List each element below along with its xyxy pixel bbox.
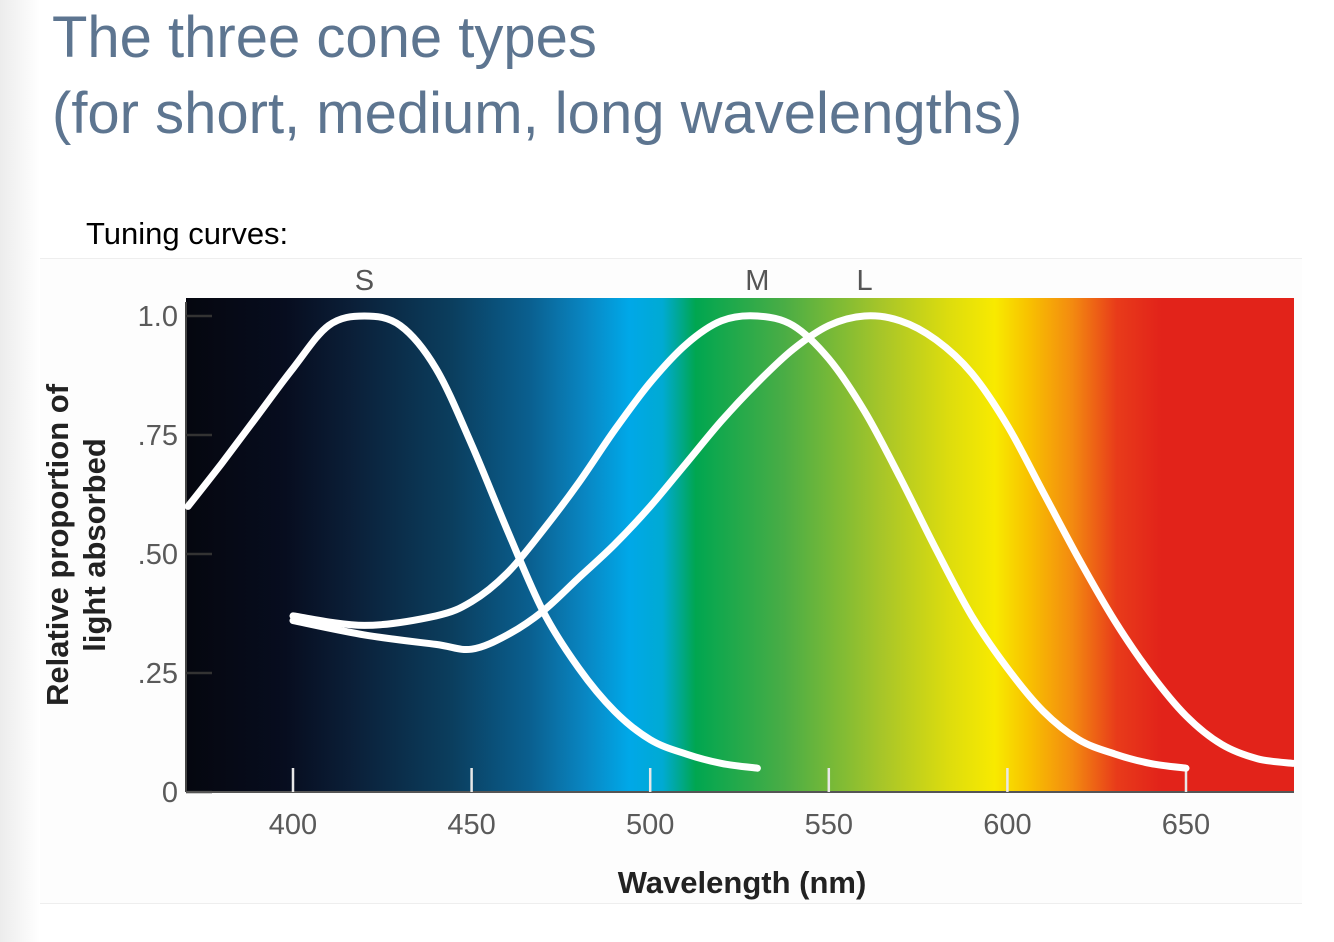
curve-label-m: M [745, 265, 769, 297]
tuning-curves-label: Tuning curves: [86, 216, 289, 251]
y-tick-label: .50 [138, 539, 178, 571]
curve-label-l: L [856, 265, 872, 297]
x-tick-label: 650 [1162, 809, 1210, 841]
curve-label-s: S [355, 265, 374, 297]
y-axis: 0 .25 .50 .75 1.0 [138, 301, 212, 809]
tuning-curves [184, 312, 1297, 772]
x-axis: 400 450 500 550 600 650 [186, 768, 1294, 841]
slide-title-line-2: (for short, medium, long wavelengths) [52, 81, 1023, 146]
y-axis-title-line-2: light absorbed [77, 438, 112, 652]
y-tick-label: .75 [138, 420, 178, 452]
y-axis-title-line-1: Relative proportion of [40, 383, 75, 706]
x-tick-label: 550 [805, 809, 853, 841]
x-tick-label: 450 [447, 809, 495, 841]
spectrum-rect [186, 298, 1294, 792]
x-tick-label: 600 [983, 809, 1031, 841]
curve-s [184, 312, 761, 772]
x-axis-title: Wavelength (nm) [618, 865, 867, 900]
x-tick-label: 400 [269, 809, 317, 841]
x-tick-label: 500 [626, 809, 674, 841]
slide-title: The three cone types (for short, medium,… [52, 0, 1022, 152]
y-tick-label: 0 [162, 777, 178, 809]
y-tick-label: .25 [138, 658, 178, 690]
slide-title-line-1: The three cone types [52, 5, 597, 70]
y-tick-label: 1.0 [138, 301, 178, 333]
curve-l [289, 312, 1297, 767]
spectrum-background [186, 298, 1294, 792]
chart-labels: S M L Wavelength (nm) Relative proportion of… [40, 265, 873, 900]
curve-m [289, 312, 1190, 772]
